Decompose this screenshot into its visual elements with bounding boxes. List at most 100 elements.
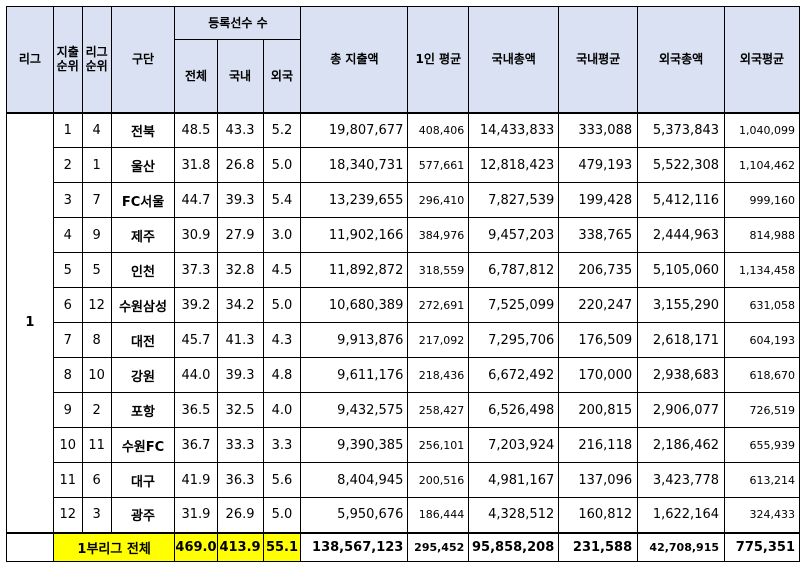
domestic-avg-cell: 170,000 xyxy=(558,357,639,393)
foreign-avg-cell: 1,104,462 xyxy=(724,147,800,183)
reg-total-cell: 45.7 xyxy=(174,322,218,358)
reg-foreign-cell: 4.3 xyxy=(262,322,302,358)
foreign-avg-cell: 726,519 xyxy=(724,392,800,428)
reg-total-cell: 31.9 xyxy=(174,497,218,533)
header-per-person-avg: 1인 평균 xyxy=(407,6,470,113)
club-cell: 광주 xyxy=(110,497,176,533)
foreign-total-cell: 2,618,171 xyxy=(637,322,726,358)
foreign-avg-cell: 324,433 xyxy=(724,497,800,533)
foreign-total-cell: 2,444,963 xyxy=(637,217,726,253)
league-rank-cell: 1 xyxy=(81,147,112,183)
total-row: 1부리그 전체 469.0 413.9 55.1 138,567,123 295… xyxy=(6,532,800,562)
reg-domestic-cell: 41.3 xyxy=(216,322,264,358)
domestic-avg-cell: 199,428 xyxy=(558,182,639,218)
total-spend-cell: 19,807,677 xyxy=(300,112,409,148)
spend-rank-cell: 7 xyxy=(52,322,83,358)
reg-total-cell: 48.5 xyxy=(174,112,218,148)
spend-rank-cell: 12 xyxy=(52,497,83,533)
header-total-spend: 총 지출액 xyxy=(300,6,409,113)
total-domestic-total-cell: 95,858,208 xyxy=(468,532,560,562)
domestic-total-cell: 7,525,099 xyxy=(468,287,560,323)
per-person-avg-cell: 186,444 xyxy=(407,497,470,533)
club-cell: 수원FC xyxy=(110,427,176,463)
total-spend-cell: 18,340,731 xyxy=(300,147,409,183)
domestic-total-cell: 6,787,812 xyxy=(468,252,560,288)
reg-domestic-cell: 39.3 xyxy=(216,357,264,393)
league-rank-cell: 11 xyxy=(81,427,112,463)
foreign-avg-cell: 613,214 xyxy=(724,462,800,498)
foreign-avg-cell: 1,134,458 xyxy=(724,252,800,288)
reg-foreign-cell: 5.0 xyxy=(262,287,302,323)
total-per-person-avg-cell: 295,452 xyxy=(407,532,470,562)
domestic-avg-cell: 338,765 xyxy=(558,217,639,253)
total-spend-cell: 13,239,655 xyxy=(300,182,409,218)
foreign-avg-cell: 655,939 xyxy=(724,427,800,463)
foreign-total-cell: 2,906,077 xyxy=(637,392,726,428)
foreign-avg-cell: 999,160 xyxy=(724,182,800,218)
domestic-total-cell: 9,457,203 xyxy=(468,217,560,253)
total-spend-cell: 8,404,945 xyxy=(300,462,409,498)
per-person-avg-cell: 272,691 xyxy=(407,287,470,323)
league-cell: 1 xyxy=(6,112,54,533)
total-spend-cell: 9,611,176 xyxy=(300,357,409,393)
club-spending-table: 리그 지출 순위 리그 순위 구단 등록선수 수 총 지출액 1인 평균 국내총… xyxy=(6,6,800,562)
per-person-avg-cell: 217,092 xyxy=(407,322,470,358)
domestic-total-cell: 7,295,706 xyxy=(468,322,560,358)
domestic-avg-cell: 216,118 xyxy=(558,427,639,463)
spend-rank-cell: 5 xyxy=(52,252,83,288)
foreign-avg-cell: 604,193 xyxy=(724,322,800,358)
reg-foreign-cell: 5.6 xyxy=(262,462,302,498)
league-rank-cell: 3 xyxy=(81,497,112,533)
table-row: 6 12 수원삼성 39.2 34.2 5.0 10,680,389 272,6… xyxy=(7,287,800,323)
spending-table-container: 리그 지출 순위 리그 순위 구단 등록선수 수 총 지출액 1인 평균 국내총… xyxy=(6,6,800,562)
domestic-avg-cell: 200,815 xyxy=(558,392,639,428)
reg-total-cell: 41.9 xyxy=(174,462,218,498)
table-row: 8 10 강원 44.0 39.3 4.8 9,611,176 218,436 … xyxy=(7,357,800,393)
header-registered-players: 등록선수 수 xyxy=(174,6,302,40)
reg-total-cell: 31.8 xyxy=(174,147,218,183)
header-foreign-avg: 외국평균 xyxy=(724,6,800,113)
foreign-total-cell: 3,423,778 xyxy=(637,462,726,498)
spend-rank-cell: 4 xyxy=(52,217,83,253)
foreign-total-cell: 2,938,683 xyxy=(637,357,726,393)
table-row: 11 6 대구 41.9 36.3 5.6 8,404,945 200,516 … xyxy=(7,462,800,498)
club-cell: 전북 xyxy=(110,112,176,148)
reg-domestic-cell: 36.3 xyxy=(216,462,264,498)
reg-domestic-cell: 39.3 xyxy=(216,182,264,218)
reg-domestic-cell: 32.8 xyxy=(216,252,264,288)
per-person-avg-cell: 218,436 xyxy=(407,357,470,393)
club-cell: 대구 xyxy=(110,462,176,498)
reg-total-cell: 37.3 xyxy=(174,252,218,288)
per-person-avg-cell: 258,427 xyxy=(407,392,470,428)
domestic-total-cell: 4,981,167 xyxy=(468,462,560,498)
table-body: 1 1 4 전북 48.5 43.3 5.2 19,807,677 408,40… xyxy=(6,112,800,562)
reg-total-cell: 44.7 xyxy=(174,182,218,218)
club-cell: 울산 xyxy=(110,147,176,183)
domestic-avg-cell: 220,247 xyxy=(558,287,639,323)
table-row: 2 1 울산 31.8 26.8 5.0 18,340,731 577,661 … xyxy=(7,147,800,183)
domestic-total-cell: 7,827,539 xyxy=(468,182,560,218)
domestic-avg-cell: 333,088 xyxy=(558,112,639,148)
header-club: 구단 xyxy=(110,6,176,113)
total-league-empty xyxy=(6,532,54,562)
reg-total-cell: 44.0 xyxy=(174,357,218,393)
domestic-total-cell: 14,433,833 xyxy=(468,112,560,148)
league-rank-cell: 4 xyxy=(81,112,112,148)
total-spend-cell: 11,902,166 xyxy=(300,217,409,253)
table-row: 3 7 FC서울 44.7 39.3 5.4 13,239,655 296,41… xyxy=(7,182,800,218)
total-label-cell: 1부리그 전체 xyxy=(52,532,176,562)
table-row: 4 9 제주 30.9 27.9 3.0 11,902,166 384,976 … xyxy=(7,217,800,253)
reg-domestic-cell: 34.2 xyxy=(216,287,264,323)
per-person-avg-cell: 200,516 xyxy=(407,462,470,498)
league-rank-cell: 10 xyxy=(81,357,112,393)
foreign-total-cell: 3,155,290 xyxy=(637,287,726,323)
club-cell: 인천 xyxy=(110,252,176,288)
total-total-spend-cell: 138,567,123 xyxy=(300,532,409,562)
reg-total-cell: 36.7 xyxy=(174,427,218,463)
foreign-total-cell: 5,105,060 xyxy=(637,252,726,288)
spend-rank-cell: 6 xyxy=(52,287,83,323)
reg-foreign-cell: 4.8 xyxy=(262,357,302,393)
domestic-total-cell: 12,818,423 xyxy=(468,147,560,183)
table-row: 5 5 인천 37.3 32.8 4.5 11,892,872 318,559 … xyxy=(7,252,800,288)
reg-domestic-cell: 27.9 xyxy=(216,217,264,253)
